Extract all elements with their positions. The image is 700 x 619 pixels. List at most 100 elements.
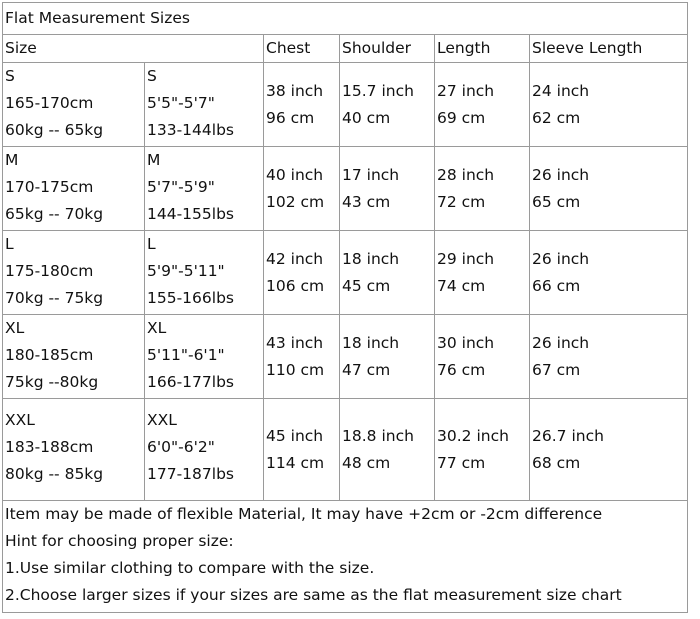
note-line: 2.Choose larger sizes if your sizes are …	[5, 586, 622, 604]
cell-line: 177-187lbs	[147, 465, 234, 483]
cell-line: 96 cm	[266, 108, 315, 127]
cell-line: 165-170cm	[5, 94, 94, 112]
cell-line: 75kg --80kg	[5, 373, 99, 391]
cell-line: 66 cm	[532, 276, 581, 295]
cell-line: 62 cm	[532, 108, 581, 127]
cell-line: 65 cm	[532, 192, 581, 211]
cell-line: 183-188cm	[5, 438, 94, 456]
notes-row: Item may be made of flexible Material, I…	[1, 500, 689, 613]
cell: 17 inch 43 cm	[339, 146, 435, 231]
cell: S 5'5"-5'7" 133-144lbs	[144, 62, 264, 147]
cell-line: 40 inch	[266, 165, 324, 184]
cell: 27 inch 69 cm	[434, 62, 530, 147]
cell-line: 74 cm	[437, 276, 486, 295]
size-row: S 165-170cm 60kg -- 65kg S 5'5"-5'7" 133-144l…	[2, 62, 689, 147]
cell: M 170-175cm 65kg -- 70kg	[2, 146, 145, 231]
cell: XXL 183-188cm 80kg -- 85kg	[2, 398, 145, 501]
cell-line: 15.7 inch	[342, 81, 414, 100]
cell: 24 inch 62 cm	[528, 62, 689, 147]
note-line: Hint for choosing proper size:	[5, 532, 234, 550]
cell-line: 47 cm	[342, 360, 391, 379]
cell: 43 inch 110 cm	[263, 314, 340, 399]
cell-line: L	[147, 235, 156, 253]
cell-line: 27 inch	[437, 81, 495, 100]
header-row: Size Chest Shoulder Length Sleeve Length	[2, 34, 689, 63]
cell: 42 inch 106 cm	[263, 230, 340, 315]
note-line: 1.Use similar clothing to compare with t…	[5, 559, 375, 577]
title-row: Flat Measurement Sizes	[1, 2, 689, 35]
cell-line: 24 inch	[532, 81, 590, 100]
size-row: XXL 183-188cm 80kg -- 85kg XXL 6'0"-6'2" 177-…	[2, 398, 689, 501]
cell-line: XXL	[5, 411, 35, 429]
cell-line: XL	[147, 319, 167, 337]
cell-line: 68 cm	[532, 453, 581, 472]
cell-line: 102 cm	[266, 192, 325, 211]
cell-line: 114 cm	[266, 453, 325, 472]
cell: 45 inch 114 cm	[263, 398, 340, 501]
note-line: Item may be made of flexible Material, I…	[5, 505, 603, 523]
cell: 38 inch 96 cm	[263, 62, 340, 147]
cell-line: 5'5"-5'7"	[147, 94, 215, 112]
cell-line: 38 inch	[266, 81, 324, 100]
cell-line: 29 inch	[437, 249, 495, 268]
cell-line: 18 inch	[342, 333, 400, 352]
cell-line: 72 cm	[437, 192, 486, 211]
cell-line: 48 cm	[342, 453, 391, 472]
cell-line: 6'0"-6'2"	[147, 438, 215, 456]
cell-line: 26 inch	[532, 333, 590, 352]
size-row: L 175-180cm 70kg -- 75kg L 5'9"-5'11" 155-166…	[2, 230, 689, 315]
cell: 15.7 inch 40 cm	[339, 62, 435, 147]
cell: XL 5'11"-6'1" 166-177lbs	[144, 314, 264, 399]
cell-line: 155-166lbs	[147, 289, 234, 307]
cell-line: 43 cm	[342, 192, 391, 211]
cell-line: 5'7"-5'9"	[147, 178, 215, 196]
cell-line: S	[5, 67, 15, 85]
size-row: XL 180-185cm 75kg --80kg XL 5'11"-6'1" 166-17…	[2, 314, 689, 399]
cell-line: 70kg -- 75kg	[5, 289, 104, 307]
header-cell: Length	[434, 34, 530, 63]
cell-line: M	[5, 151, 19, 169]
table-title: Flat Measurement Sizes	[1, 2, 689, 35]
cell-line: M	[147, 151, 161, 169]
cell: 30.2 inch 77 cm	[434, 398, 530, 501]
cell-line: XXL	[147, 411, 177, 429]
cell-line: 5'11"-6'1"	[147, 346, 225, 364]
cell-line: 30.2 inch	[437, 426, 509, 445]
cell-line: XL	[5, 319, 25, 337]
cell-line: 43 inch	[266, 333, 324, 352]
cell-line: 30 inch	[437, 333, 495, 352]
size-table: Flat Measurement Sizes Size Chest Shoulder L…	[1, 2, 689, 613]
cell: 26.7 inch 68 cm	[528, 398, 689, 501]
cell-line: 67 cm	[532, 360, 581, 379]
cell: 26 inch 67 cm	[528, 314, 689, 399]
cell-line: 65kg -- 70kg	[5, 205, 104, 223]
cell-line: S	[147, 67, 157, 85]
cell-line: 18.8 inch	[342, 426, 414, 445]
cell: 26 inch 66 cm	[528, 230, 689, 315]
cell: 18.8 inch 48 cm	[339, 398, 435, 501]
cell-line: 170-175cm	[5, 178, 94, 196]
cell: S 165-170cm 60kg -- 65kg	[2, 62, 145, 147]
cell-line: 5'9"-5'11"	[147, 262, 225, 280]
cell: XXL 6'0"-6'2" 177-187lbs	[144, 398, 264, 501]
size-row: M 170-175cm 65kg -- 70kg M 5'7"-5'9" 144-155l…	[2, 146, 689, 231]
cell-line: 77 cm	[437, 453, 486, 472]
header-cell: Shoulder	[339, 34, 435, 63]
cell-line: 45 inch	[266, 426, 324, 445]
cell-line: L	[5, 235, 14, 253]
cell-line: 76 cm	[437, 360, 486, 379]
cell: 30 inch 76 cm	[434, 314, 530, 399]
cell-line: 80kg -- 85kg	[5, 465, 104, 483]
cell: 18 inch 45 cm	[339, 230, 435, 315]
cell-line: 26 inch	[532, 165, 590, 184]
cell-line: 175-180cm	[5, 262, 94, 280]
cell: 40 inch 102 cm	[263, 146, 340, 231]
cell-line: 69 cm	[437, 108, 486, 127]
cell-line: 133-144lbs	[147, 121, 234, 139]
cell-line: 26 inch	[532, 249, 590, 268]
header-cell: Size	[2, 34, 264, 63]
cell-line: 106 cm	[266, 276, 325, 295]
cell: 18 inch 47 cm	[339, 314, 435, 399]
cell: L 5'9"-5'11" 155-166lbs	[144, 230, 264, 315]
